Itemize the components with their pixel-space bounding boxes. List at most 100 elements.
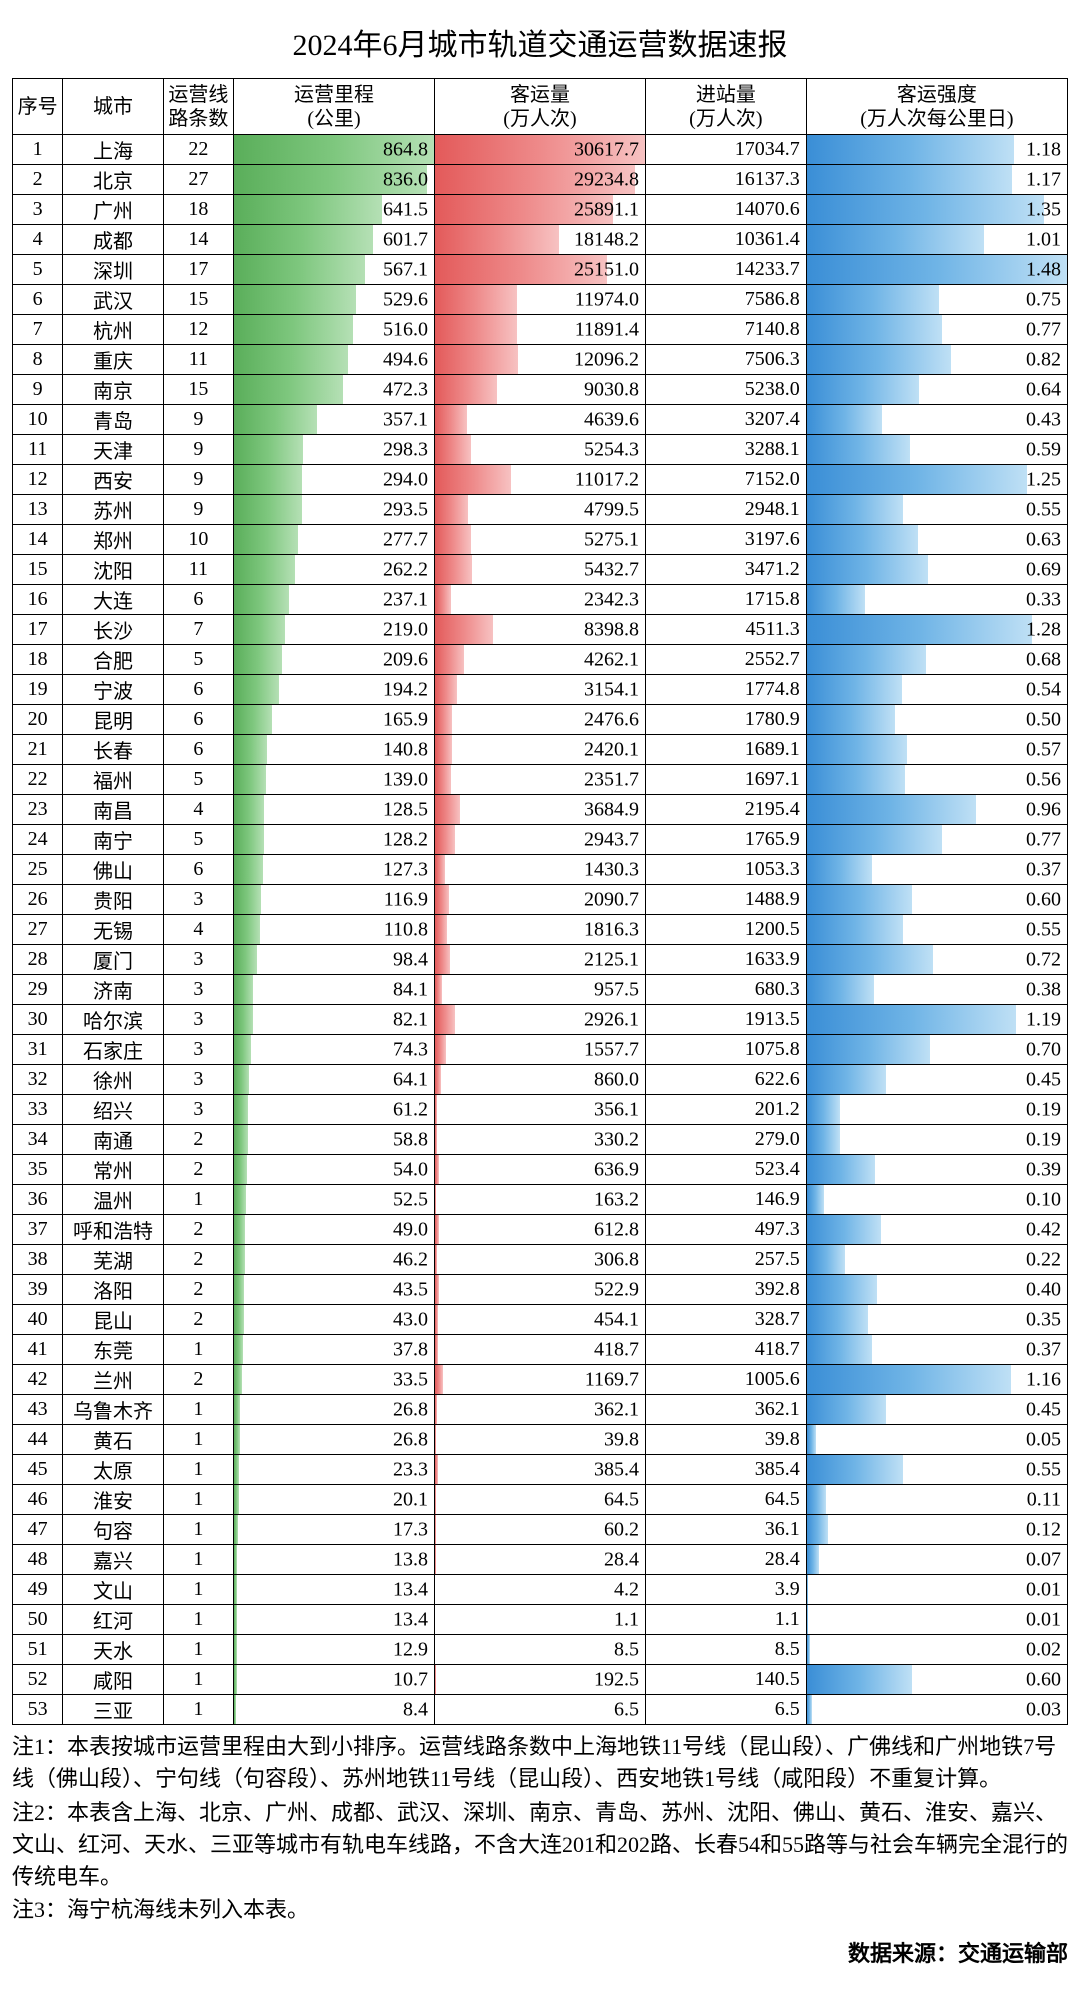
cell-mileage: 61.2 — [234, 1095, 435, 1125]
cell-city: 长春 — [63, 735, 163, 765]
table-row: 35常州254.0636.9523.40.39 — [13, 1155, 1068, 1185]
table-row: 34南通258.8330.2279.00.19 — [13, 1125, 1068, 1155]
cell-passengers: 6.5 — [434, 1695, 645, 1725]
table-row: 16大连6237.12342.31715.80.33 — [13, 585, 1068, 615]
cell-city: 宁波 — [63, 675, 163, 705]
table-row: 29济南384.1957.5680.30.38 — [13, 975, 1068, 1005]
cell-lines: 3 — [163, 1095, 233, 1125]
table-row: 40昆山243.0454.1328.70.35 — [13, 1305, 1068, 1335]
cell-mileage: 54.0 — [234, 1155, 435, 1185]
cell-num: 23 — [13, 795, 63, 825]
cell-passengers: 1557.7 — [434, 1035, 645, 1065]
cell-num: 24 — [13, 825, 63, 855]
cell-entry: 7506.3 — [645, 345, 806, 375]
cell-passengers: 306.8 — [434, 1245, 645, 1275]
cell-city: 兰州 — [63, 1365, 163, 1395]
table-row: 25佛山6127.31430.31053.30.37 — [13, 855, 1068, 885]
cell-intensity: 0.03 — [806, 1695, 1067, 1725]
cell-intensity: 0.05 — [806, 1425, 1067, 1455]
cell-city: 黄石 — [63, 1425, 163, 1455]
cell-intensity: 1.48 — [806, 255, 1067, 285]
cell-city: 大连 — [63, 585, 163, 615]
cell-num: 35 — [13, 1155, 63, 1185]
cell-num: 52 — [13, 1665, 63, 1695]
cell-entry: 497.3 — [645, 1215, 806, 1245]
cell-lines: 6 — [163, 705, 233, 735]
table-row: 17长沙7219.08398.84511.31.28 — [13, 615, 1068, 645]
cell-lines: 2 — [163, 1215, 233, 1245]
cell-intensity: 0.55 — [806, 915, 1067, 945]
cell-mileage: 74.3 — [234, 1035, 435, 1065]
cell-lines: 1 — [163, 1605, 233, 1635]
cell-passengers: 11891.4 — [434, 315, 645, 345]
cell-mileage: 26.8 — [234, 1395, 435, 1425]
cell-num: 14 — [13, 525, 63, 555]
cell-city: 天津 — [63, 435, 163, 465]
cell-city: 青岛 — [63, 405, 163, 435]
cell-passengers: 11974.0 — [434, 285, 645, 315]
cell-passengers: 18148.2 — [434, 225, 645, 255]
cell-lines: 1 — [163, 1395, 233, 1425]
table-row: 15沈阳11262.25432.73471.20.69 — [13, 555, 1068, 585]
table-row: 21长春6140.82420.11689.10.57 — [13, 735, 1068, 765]
cell-passengers: 3684.9 — [434, 795, 645, 825]
cell-intensity: 0.70 — [806, 1035, 1067, 1065]
cell-num: 7 — [13, 315, 63, 345]
cell-entry: 392.8 — [645, 1275, 806, 1305]
table-row: 42兰州233.51169.71005.61.16 — [13, 1365, 1068, 1395]
col-int: 客运强度(万人次每公里日) — [806, 79, 1067, 135]
cell-mileage: 277.7 — [234, 525, 435, 555]
cell-city: 苏州 — [63, 495, 163, 525]
table-row: 51天水112.98.58.50.02 — [13, 1635, 1068, 1665]
table-row: 10青岛9357.14639.63207.40.43 — [13, 405, 1068, 435]
cell-mileage: 127.3 — [234, 855, 435, 885]
cell-entry: 7140.8 — [645, 315, 806, 345]
cell-lines: 6 — [163, 675, 233, 705]
table-row: 30哈尔滨382.12926.11913.51.19 — [13, 1005, 1068, 1035]
cell-passengers: 64.5 — [434, 1485, 645, 1515]
cell-mileage: 194.2 — [234, 675, 435, 705]
cell-passengers: 39.8 — [434, 1425, 645, 1455]
cell-passengers: 330.2 — [434, 1125, 645, 1155]
cell-lines: 1 — [163, 1455, 233, 1485]
table-row: 13苏州9293.54799.52948.10.55 — [13, 495, 1068, 525]
cell-passengers: 4262.1 — [434, 645, 645, 675]
cell-passengers: 1816.3 — [434, 915, 645, 945]
cell-entry: 1780.9 — [645, 705, 806, 735]
cell-lines: 1 — [163, 1665, 233, 1695]
cell-entry: 3288.1 — [645, 435, 806, 465]
table-row: 14郑州10277.75275.13197.60.63 — [13, 525, 1068, 555]
cell-intensity: 0.33 — [806, 585, 1067, 615]
cell-mileage: 49.0 — [234, 1215, 435, 1245]
table-row: 18合肥5209.64262.12552.70.68 — [13, 645, 1068, 675]
cell-entry: 3207.4 — [645, 405, 806, 435]
cell-mileage: 20.1 — [234, 1485, 435, 1515]
cell-city: 句容 — [63, 1515, 163, 1545]
cell-num: 13 — [13, 495, 63, 525]
cell-mileage: 10.7 — [234, 1665, 435, 1695]
cell-city: 徐州 — [63, 1065, 163, 1095]
cell-num: 17 — [13, 615, 63, 645]
cell-entry: 3197.6 — [645, 525, 806, 555]
cell-mileage: 516.0 — [234, 315, 435, 345]
cell-mileage: 140.8 — [234, 735, 435, 765]
cell-intensity: 1.19 — [806, 1005, 1067, 1035]
table-row: 45太原123.3385.4385.40.55 — [13, 1455, 1068, 1485]
cell-lines: 3 — [163, 1005, 233, 1035]
cell-intensity: 1.25 — [806, 465, 1067, 495]
cell-lines: 1 — [163, 1545, 233, 1575]
cell-entry: 3.9 — [645, 1575, 806, 1605]
cell-num: 50 — [13, 1605, 63, 1635]
cell-lines: 1 — [163, 1335, 233, 1365]
cell-intensity: 0.38 — [806, 975, 1067, 1005]
cell-entry: 16137.3 — [645, 165, 806, 195]
cell-intensity: 0.54 — [806, 675, 1067, 705]
cell-entry: 1633.9 — [645, 945, 806, 975]
cell-num: 10 — [13, 405, 63, 435]
table-row: 27无锡4110.81816.31200.50.55 — [13, 915, 1068, 945]
cell-mileage: 37.8 — [234, 1335, 435, 1365]
cell-lines: 2 — [163, 1125, 233, 1155]
cell-intensity: 0.77 — [806, 315, 1067, 345]
cell-num: 33 — [13, 1095, 63, 1125]
table-row: 36温州152.5163.2146.90.10 — [13, 1185, 1068, 1215]
